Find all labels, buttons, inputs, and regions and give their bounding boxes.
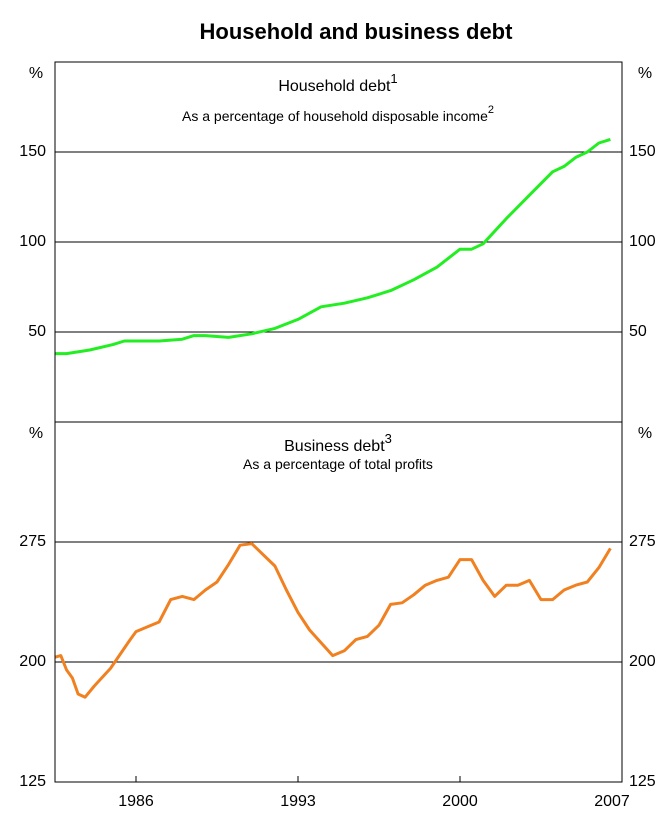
title: Household debt1 bbox=[278, 71, 397, 95]
y-tick-label: 150 bbox=[19, 143, 46, 160]
chart-title: Household and business debt bbox=[200, 19, 514, 44]
x-tick-label: 2007 bbox=[594, 793, 630, 810]
y2-tick-label: 200 bbox=[629, 653, 656, 670]
subtitle: As a percentage of household disposable … bbox=[182, 104, 494, 124]
title-note: 1 bbox=[390, 71, 397, 86]
x-tick-label: 1986 bbox=[118, 793, 154, 810]
title-text: Household debt bbox=[278, 78, 391, 95]
subtitle: As a percentage of total profits bbox=[243, 456, 433, 472]
y-tick-label: 275 bbox=[19, 533, 46, 550]
y2-tick-label: 100 bbox=[629, 233, 656, 250]
title: Business debt3 bbox=[284, 431, 392, 455]
subtitle-note: 2 bbox=[488, 104, 494, 116]
y-tick-label: 50 bbox=[28, 323, 46, 340]
x-tick-label: 2000 bbox=[442, 793, 478, 810]
y2-axis-label: % bbox=[638, 65, 652, 82]
x-tick-label: 1993 bbox=[280, 793, 316, 810]
data-line bbox=[54, 542, 612, 699]
y-tick-label: 125 bbox=[19, 773, 46, 790]
subtitle-text: As a percentage of total profits bbox=[243, 456, 433, 472]
y-tick-label: 100 bbox=[19, 233, 46, 250]
y-axis-label: % bbox=[29, 65, 43, 82]
data-line bbox=[55, 137, 611, 356]
y2-tick-label: 275 bbox=[629, 533, 656, 550]
title-note: 3 bbox=[385, 431, 392, 446]
y2-axis-label: % bbox=[638, 425, 652, 442]
title-text: Business debt bbox=[284, 438, 385, 455]
y2-tick-label: 50 bbox=[629, 323, 647, 340]
y2-tick-label: 150 bbox=[629, 143, 656, 160]
y-tick-label: 200 bbox=[19, 653, 46, 670]
y2-tick-label: 125 bbox=[629, 773, 656, 790]
y-axis-label: % bbox=[29, 425, 43, 442]
plot-frame bbox=[54, 421, 623, 783]
subtitle-text: As a percentage of household disposable … bbox=[182, 108, 488, 124]
